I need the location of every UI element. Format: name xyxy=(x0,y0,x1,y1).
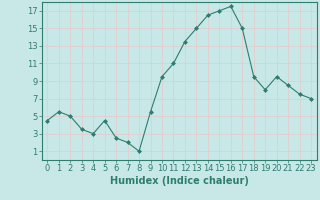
X-axis label: Humidex (Indice chaleur): Humidex (Indice chaleur) xyxy=(110,176,249,186)
